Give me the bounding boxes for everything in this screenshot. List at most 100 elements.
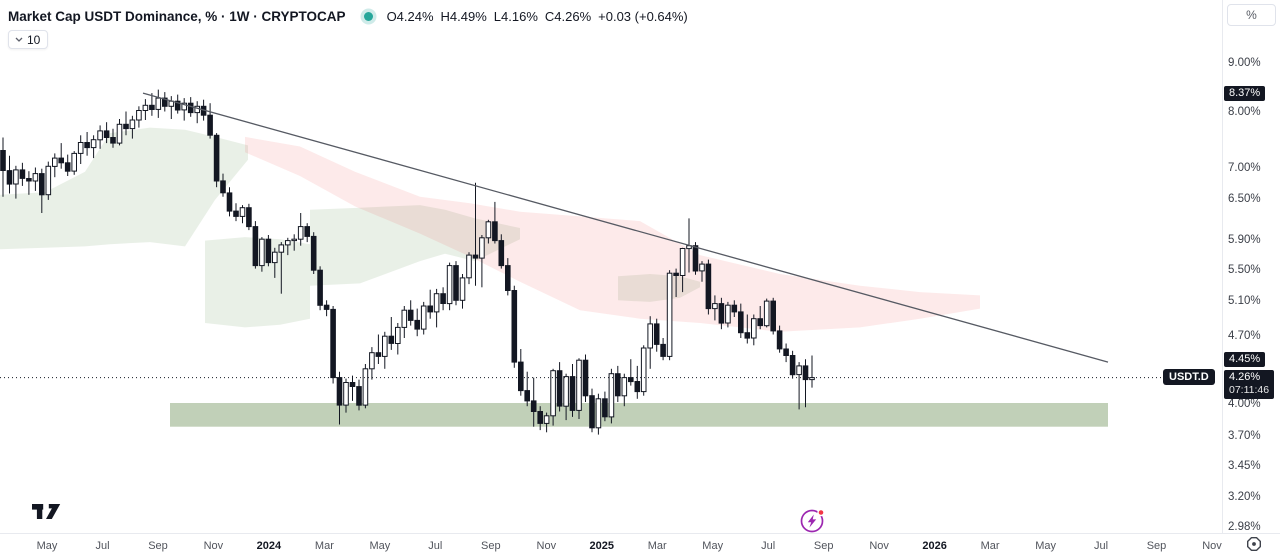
candle-body [511,290,518,363]
candle-body [485,221,492,239]
candle-body [783,348,789,356]
price-unit-button[interactable]: % [1227,4,1276,26]
candle [738,303,744,338]
candle-body [498,240,505,267]
candle-body [401,309,408,328]
candle-body [608,373,615,418]
candle-body [602,398,608,418]
tradingview-logo-icon[interactable] [32,503,62,522]
candle [427,289,433,319]
ichimoku-cloud-green [0,127,700,328]
candle-body [77,142,84,154]
candle-body [718,303,725,324]
candle-body [420,305,427,330]
candle [446,262,453,311]
candle [278,242,285,294]
series-status-dot-icon [363,11,373,21]
candle [783,343,789,363]
last-price-value: 4.26% [1229,370,1261,383]
bar-countdown: 07:11:46 [1229,383,1270,396]
symbol-title[interactable]: Market Cap USDT Dominance, % · 1W · CRYP… [8,8,346,24]
candle [466,252,472,285]
trendline[interactable] [142,92,1109,363]
indicator-collapse-pill[interactable]: 10 [8,30,49,49]
candle-body [537,411,544,424]
candle-body [628,377,634,383]
candle-body [285,240,291,246]
candle [725,301,731,328]
symbol-price-label: USDT.D [1163,369,1215,386]
candle-body [543,415,550,424]
candle-body [595,398,602,429]
candle-body [323,304,330,310]
candle-body [738,311,744,334]
candle [142,99,149,120]
ichimoku-cloud-pink [245,136,980,332]
ohlc-values: O4.24% H4.49% L4.16% C4.26% +0.03 (+0.64%) [387,9,695,24]
candle-body [32,173,39,182]
price-tick-label: 5.50% [1228,263,1261,276]
candle [809,355,815,388]
time-month-label: Mar [314,540,334,552]
candle-body [220,180,226,194]
candle [233,203,239,222]
candle-body [615,373,621,397]
candle-body [479,237,485,259]
candle-body [692,245,699,272]
candle [291,234,297,251]
candle-body [265,238,272,264]
candle-body [103,130,110,138]
candle [58,143,65,169]
candle [369,347,375,380]
ohlc-open: O4.24% [386,8,434,24]
candle-body [272,251,278,264]
candle [420,301,427,335]
candle [660,338,666,361]
candle-body [796,365,802,376]
candle-body [97,130,103,141]
candle-body [802,365,809,381]
support-zone[interactable] [170,403,1108,427]
events-lightning-icon[interactable] [796,504,830,538]
candle [13,165,19,199]
time-month-label: Jul [1093,540,1109,552]
price-tick-label: 6.50% [1228,193,1261,206]
candle [103,122,110,144]
price-tick-label: 2.98% [1228,521,1261,534]
candle-body [634,381,641,393]
candle-body [239,207,246,217]
candle-body [472,254,479,259]
candle-body [26,178,32,182]
candle-body [505,265,511,292]
candle-body [492,221,498,242]
candle-body [174,100,181,111]
candle [226,187,233,217]
support-zone-rectangle[interactable] [170,403,1108,427]
descending-trendline[interactable] [142,92,1109,363]
time-month-label: Mar [980,540,1000,552]
candle [382,331,388,369]
chart-legend[interactable]: Market Cap USDT Dominance, % · 1W · CRYP… [8,6,695,26]
price-axis[interactable]: 9.00% 8.00% 7.00% 6.50% 5.90% 5.50% 5.10% 4.70%… [1222,0,1280,534]
candle [123,111,129,136]
candle [679,247,686,293]
candle-body [84,142,90,149]
time-axis-separator [0,533,1280,534]
candle [259,237,265,272]
candle [246,203,252,231]
time-month-label: May [36,540,58,552]
candle-body [388,335,395,344]
chevron-down-icon [15,37,23,42]
time-month-label: May [369,540,391,552]
candle [395,323,401,355]
price-tick-label: 4.00% [1228,397,1261,410]
candle [433,288,440,328]
time-axis[interactable]: May Jul Sep Nov 2024 Mar May Jul Sep Nov 2025 Mar Ma… [0,534,1280,557]
gear-icon[interactable] [1244,534,1264,554]
candle-body [725,304,731,324]
ohlc-high: H4.49% [440,8,487,24]
candle [796,362,802,410]
candle-body [699,263,705,272]
candle [615,365,621,402]
